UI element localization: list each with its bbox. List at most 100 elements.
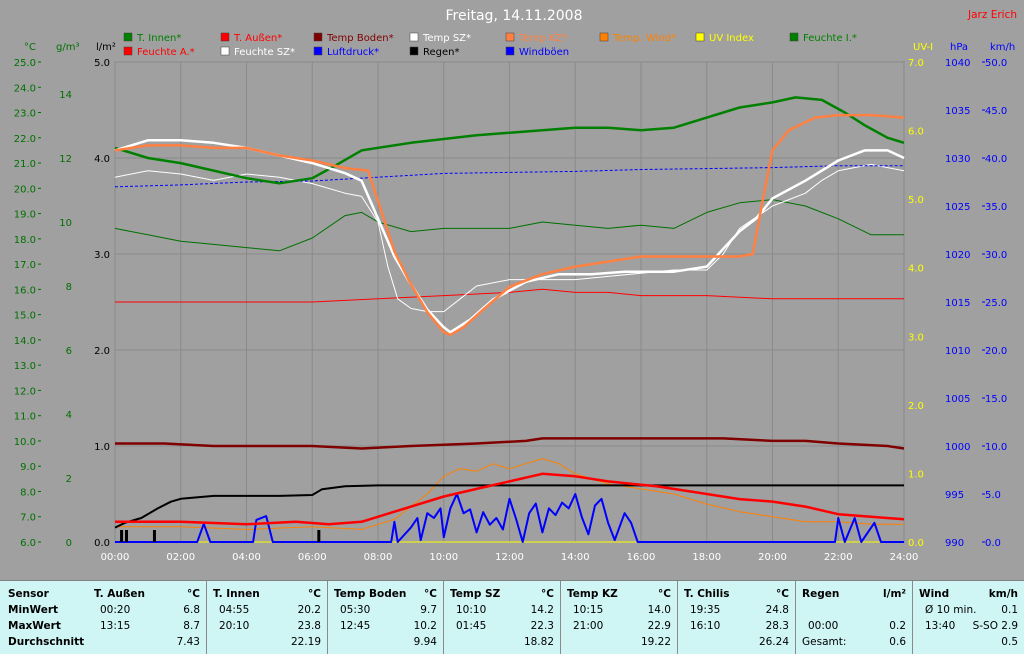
axis-press-tick-label: 990: [945, 538, 964, 549]
section-name: T. Innen: [213, 588, 260, 600]
x-tick-label: 12:00: [495, 552, 524, 563]
series-line-windb-en: [115, 493, 904, 543]
legend-label-temp-wind: Temp. Wind*: [612, 33, 676, 44]
max-time: 16:10: [690, 620, 721, 632]
section-name: Regen: [802, 588, 840, 600]
axis-temp-tick-label: 18.0: [14, 235, 36, 246]
min-time: 10:15: [573, 604, 604, 616]
row-label-max: MaxWert: [8, 620, 61, 632]
axis-uv-tick-label: 3.0: [908, 332, 924, 343]
series-line-temp-kz: [114, 113, 905, 337]
axis-temp-tick-label: 19.0: [14, 210, 36, 221]
section-unit: °C: [308, 588, 321, 600]
min-time: 04:55: [219, 604, 250, 616]
min-time: Ø 10 min.: [925, 604, 977, 616]
legend-label-uv-index: UV Index: [709, 33, 754, 44]
legend-swatch-feuchte-i: [789, 32, 799, 42]
legend-swatch-t-innen: [123, 32, 133, 42]
min-value: 14.2: [530, 604, 554, 616]
axis-hum-tick-label: 4: [66, 410, 72, 421]
legend-label-luftdruck: Luftdruck*: [327, 47, 379, 58]
section-name: Temp SZ: [450, 588, 501, 600]
rain-bar: [152, 530, 156, 542]
legend-swatch-windb-en: [505, 46, 515, 56]
axis-rain-tick-label: 1.0: [94, 442, 110, 453]
min-time: 19:35: [690, 604, 721, 616]
row-label-min: MinWert: [8, 604, 59, 616]
axis-unit-press: hPa: [950, 42, 968, 53]
axis-press-tick-label: 1040: [945, 58, 970, 69]
legend-label-feuchte-i: Feuchte I.*: [803, 33, 857, 44]
section-name: Temp Boden: [334, 588, 407, 600]
stats-section-temp-kz: Temp KZ °C 10:15 14.0 21:00 22.9 19.22: [560, 581, 677, 654]
x-tick-label: 06:00: [298, 552, 327, 563]
x-tick-label: 18:00: [692, 552, 721, 563]
min-time: 05:30: [340, 604, 371, 616]
axis-wind-tick-label: 50.0: [985, 58, 1007, 69]
axis-wind-tick-label: 30.0: [985, 250, 1007, 261]
axis-temp-tick-label: 13.0: [14, 361, 36, 372]
max-time: 12:45: [340, 620, 371, 632]
x-axis-labels: 00:00 02:00 04:00 06:00 08:00 10:00 12:00 14:00…: [101, 552, 919, 563]
max-time: 13:40: [925, 620, 956, 632]
section-unit: °C: [776, 588, 789, 600]
legend-swatch-temp-boden: [313, 32, 323, 42]
axis-temp-tick-label: 9.0: [20, 462, 36, 473]
series-line-feuchte-sz: [114, 163, 905, 313]
series-line-regen: [114, 484, 904, 529]
axis-wind-tick-label: 25.0: [985, 298, 1007, 309]
max-time: 21:00: [573, 620, 604, 632]
average-value: 9.94: [413, 636, 437, 648]
average-value: 18.82: [523, 636, 554, 648]
axis-uv-tick-label: 5.0: [908, 195, 924, 206]
axis-rain-tick-label: 4.0: [94, 154, 110, 165]
axis-uv-tick-label: 7.0: [908, 58, 924, 69]
axis-temp-tick-label: 7.0: [20, 513, 36, 524]
legend-swatch-uv-index: [695, 32, 705, 42]
axis-hum-tick-label: 6: [66, 346, 72, 357]
axis-temp-tick-label: 20.0: [14, 184, 36, 195]
axis-unit-hum: g/m³: [56, 42, 79, 53]
stats-section-regen: Regen l/m² 00:00 0.2 Gesamt: 0.6: [795, 581, 912, 654]
legend-swatch-regen: [409, 46, 419, 56]
chart-legend: T. Innen* T. Außen* Temp Boden* Temp SZ* Tem…: [123, 32, 857, 58]
x-tick-label: 20:00: [758, 552, 787, 563]
max-time: 20:10: [219, 620, 250, 632]
series-line-feuchte-i: [114, 199, 904, 252]
axis-uv-tick-label: 2.0: [908, 401, 924, 412]
legend-label-feuchte-a: Feuchte A.*: [137, 47, 195, 58]
axis-rain-tick-label: 5.0: [94, 58, 110, 69]
axis-press-tick-label: 1030: [945, 154, 970, 165]
x-tick-label: 22:00: [824, 552, 853, 563]
max-value: 28.3: [765, 620, 789, 632]
axis-press-tick-label: 1010: [945, 346, 970, 357]
legend-swatch-t-au-en: [220, 32, 230, 42]
average-value: 0.6: [889, 636, 906, 648]
axis-press-tick-label: 1005: [945, 394, 970, 405]
x-tick-label: 02:00: [166, 552, 195, 563]
axis-hum-tick-label: 14: [59, 90, 72, 101]
legend-swatch-temp-kz: [505, 32, 515, 42]
axis-temp-tick-label: 8.0: [20, 487, 36, 498]
section-unit: °C: [658, 588, 671, 600]
series-line-temp-boden: [115, 437, 905, 450]
series-line-luftdruck: [114, 165, 904, 188]
axis-hum-tick-label: 8: [66, 282, 72, 293]
section-unit: °C: [187, 588, 200, 600]
legend-label-temp-boden: Temp Boden*: [326, 33, 394, 44]
series-line-temp-wind: [115, 458, 904, 530]
x-tick-label: 04:00: [232, 552, 261, 563]
axis-temp-tick-label: 11.0: [14, 412, 36, 423]
legend-swatch-feuchte-a: [123, 46, 133, 56]
stats-panel: Sensor MinWert MaxWert Durchschnitt T. A…: [0, 580, 1024, 654]
legend-swatch-temp-sz: [409, 32, 419, 42]
section-name: Wind: [919, 588, 950, 600]
max-time: 13:15: [100, 620, 131, 632]
average-value: 19.22: [640, 636, 671, 648]
legend-label-temp-kz: Temp KZ*: [518, 33, 567, 44]
axis-press-tick-label: 1025: [945, 202, 970, 213]
chart-axes: °C25.024.023.022.021.020.019.018.017.016…: [14, 42, 1016, 549]
panel-sensor-header: Sensor: [8, 588, 49, 600]
axis-temp-tick-label: 24.0: [14, 83, 36, 94]
axis-temp-tick-label: 23.0: [14, 109, 36, 120]
